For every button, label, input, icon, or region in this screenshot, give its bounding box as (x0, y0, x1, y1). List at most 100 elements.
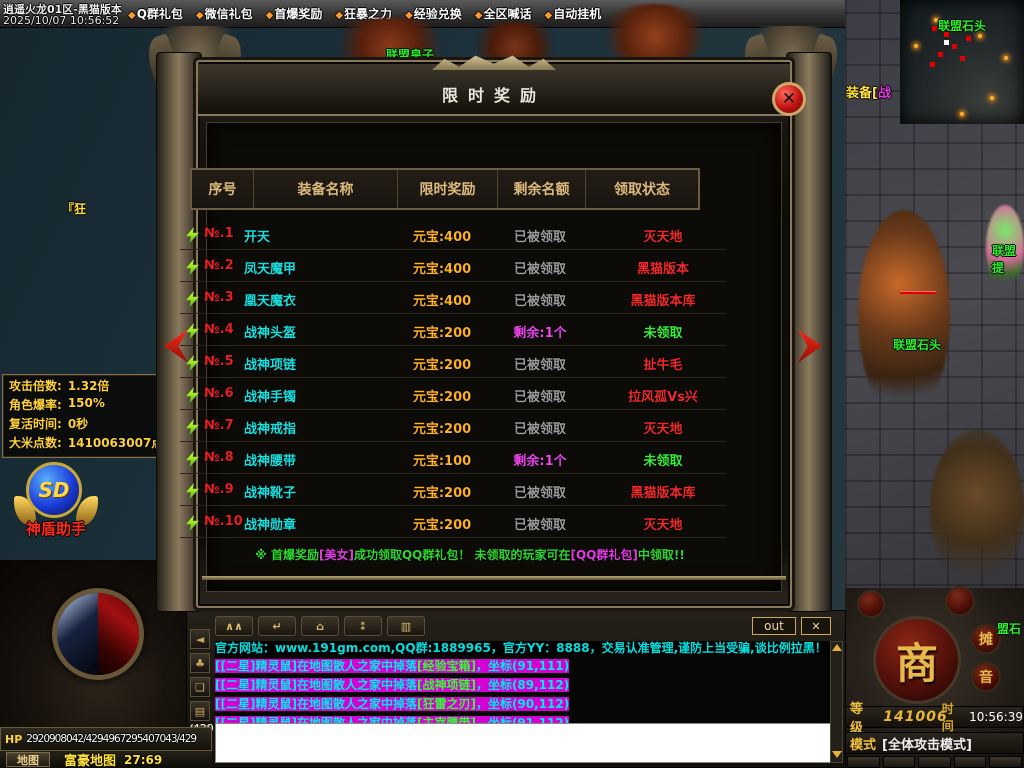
equip-drop-label: 装备[战 (846, 86, 891, 101)
dialog-bubble-icon[interactable]: ❏ (190, 677, 210, 697)
npc-sprite[interactable] (986, 205, 1024, 290)
diamond-icon: ◆ (128, 10, 136, 21)
dialog-pillar-right (786, 52, 832, 612)
table-row[interactable]: №.6 战神手镯 元宝:200 已被领取 拉风孤Vs兴 (180, 378, 726, 410)
torch-dot (934, 18, 938, 22)
hotkey-button[interactable] (847, 756, 880, 768)
guild-chat-icon[interactable]: ⌂ (301, 616, 339, 636)
lava-monster[interactable] (330, 18, 450, 66)
quota-value: 已被领取 (513, 294, 566, 309)
diamond-icon: ◆ (265, 10, 274, 21)
document-icon[interactable]: ▤ (190, 701, 210, 721)
chat-messages[interactable]: 官方网站：www.191gm.com,QQ群:1889965，官方YY：8888… (215, 641, 831, 723)
mode-value: [全体攻击模式] (882, 737, 972, 753)
table-row[interactable]: №.4 战神头盔 元宝:200 剩余:1个 未领取 (180, 314, 726, 346)
bottom-button-strip (847, 756, 1022, 768)
table-row[interactable]: №.10 战神勋章 元宝:200 已被领取 灭天地 (180, 506, 726, 538)
sound-button[interactable]: 音 (971, 662, 1001, 692)
assistant-label: 神盾助手 (25, 520, 86, 538)
col-header-item: 装备名称 (254, 170, 398, 208)
item-name: 战神头盔 (244, 326, 297, 341)
minimap[interactable] (900, 0, 1024, 124)
lava-monster[interactable] (470, 22, 560, 64)
hp-mp-orb[interactable] (52, 588, 144, 680)
menu-first-drop-reward[interactable]: ◆首爆奖励 (265, 7, 323, 21)
chat-log-icon[interactable]: ▥ (387, 616, 425, 636)
note-segment: 中领取!! (637, 548, 685, 562)
diamond-icon: ◆ (195, 10, 204, 21)
level-label: 等级 (850, 702, 864, 736)
lava-rock-monster[interactable] (858, 210, 950, 420)
table-row[interactable]: №.2 凤天魔甲 元宝:400 已被领取 黑猫版本 (180, 250, 726, 282)
claim-status: 扯牛毛 (643, 358, 683, 373)
minimap-player-dot (944, 40, 949, 45)
hotkey-button[interactable] (918, 756, 951, 768)
map-button[interactable]: 地图 (6, 752, 50, 767)
collapse-chat-icon[interactable]: ∧∧ (215, 616, 253, 636)
claim-status: 灭天地 (643, 518, 683, 533)
hp-value: 2920908042/4294967295407043/429 (26, 733, 197, 745)
map-label-stone-mid: 联盟石头 (893, 338, 942, 352)
chat-scrollbar[interactable] (830, 641, 843, 763)
reward-value: 元宝:100 (412, 454, 472, 469)
hotkey-button[interactable] (882, 756, 916, 768)
table-row[interactable]: №.7 战神戒指 元宝:200 已被领取 灭天地 (180, 410, 726, 442)
quota-value: 已被领取 (513, 422, 566, 437)
item-name: 战神戒指 (244, 422, 297, 437)
map-label-stone-fragment: 盟石 (997, 622, 1022, 636)
scroll-up-icon[interactable] (831, 644, 842, 651)
item-name: 战神腰带 (244, 454, 297, 469)
row-number: №.4 (204, 322, 234, 337)
note-segment: [美女] (318, 548, 354, 562)
friends-icon[interactable]: ⁑ (344, 616, 382, 636)
table-row[interactable]: №.5 战神项链 元宝:200 已被领取 扯牛毛 (180, 346, 726, 378)
table-row[interactable]: №.1 开天 元宝:400 已被领取 灭天地 (180, 218, 726, 250)
menu-qq-gift[interactable]: ◆Q群礼包 (128, 7, 183, 21)
hotkey-button[interactable] (989, 756, 1022, 768)
torch-dot (1004, 56, 1008, 60)
reward-value: 元宝:400 (412, 294, 472, 309)
weapon-orb-button[interactable] (857, 590, 885, 618)
claim-status: 黑猫版本库 (630, 294, 696, 309)
stall-button[interactable]: 摊 (971, 624, 1001, 654)
lightning-icon (186, 227, 199, 243)
dialog-note: ※ 首爆奖励[美女]成功领取QQ群礼包！ 未领取的玩家可在[QQ群礼包]中领取!… (190, 546, 750, 563)
diamond-icon: ◆ (405, 10, 413, 21)
network-icon[interactable]: ♣ (190, 653, 210, 673)
menu-world-shout[interactable]: ◆全区喊话 (474, 7, 532, 21)
attack-mode-row[interactable]: 模式 [全体攻击模式] (845, 732, 1024, 754)
sd-logo-icon: SD (26, 462, 82, 518)
row-number: №.10 (204, 514, 243, 529)
row-number: №.8 (204, 450, 234, 465)
reply-icon[interactable]: ↵ (258, 616, 296, 636)
lava-monster[interactable] (600, 4, 710, 64)
table-row[interactable]: №.8 战神腰带 元宝:100 剩余:1个 未领取 (180, 442, 726, 474)
bag-orb-button[interactable] (945, 586, 975, 616)
menu-auto-hang[interactable]: ◆自动挂机 (544, 7, 602, 21)
table-row[interactable]: №.9 战神靴子 元宝:200 已被领取 黑猫版本库 (180, 474, 726, 506)
minimap-enemy-dots (930, 62, 935, 67)
table-row[interactable]: №.3 凰天魔衣 元宝:400 已被领取 黑猫版本库 (180, 282, 726, 314)
dialog-title-banner (198, 64, 790, 116)
scroll-down-icon[interactable] (832, 751, 842, 758)
diamond-icon: ◆ (544, 10, 553, 21)
chat-out-button[interactable]: out (752, 617, 796, 635)
npc-label-fragment-left: 『狂 (62, 202, 87, 216)
menu-rage-power[interactable]: ◆狂暴之力 (335, 7, 393, 21)
menu-wechat-gift[interactable]: ◆微信礼包 (195, 7, 253, 21)
lightning-icon (186, 259, 199, 275)
chat-input-area[interactable] (215, 723, 831, 763)
chat-close-button[interactable]: ✕ (801, 617, 831, 635)
hotkey-button[interactable] (953, 756, 987, 768)
quota-value: 已被领取 (513, 486, 566, 501)
shield-assistant-button[interactable]: SD 神盾助手 (8, 462, 104, 540)
time-label: 时间 (941, 702, 954, 733)
menu-exp-exchange[interactable]: ◆经验兑换 (405, 7, 462, 21)
shop-button[interactable]: 商 (873, 616, 961, 704)
level-row: 等级 141006 时间 10:56:39 (845, 702, 1024, 736)
speaker-icon[interactable]: ◄ (190, 629, 210, 649)
dialog-close-button[interactable]: ✕ (772, 82, 806, 116)
mode-label: 模式 (850, 737, 877, 753)
server-stats-panel: 攻击倍数: 1.32倍 角色爆率: 150% 复活时间: 0秒 大米点数: 141006… (2, 374, 178, 458)
quota-value: 已被领取 (513, 262, 566, 277)
